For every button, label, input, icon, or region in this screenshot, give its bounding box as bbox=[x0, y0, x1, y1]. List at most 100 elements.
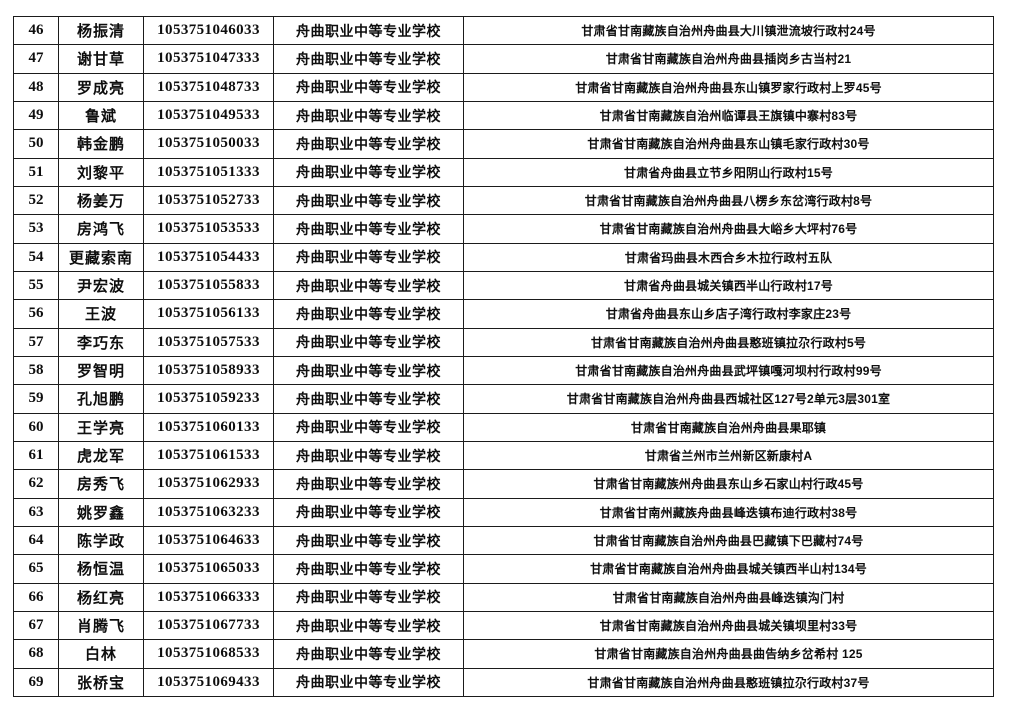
student-name-cell: 罗智明 bbox=[58, 355, 144, 386]
student-name-cell: 韩金鹏 bbox=[58, 129, 144, 159]
row-number-cell: 59 bbox=[13, 384, 59, 414]
school-name-cell: 舟曲职业中等专业学校 bbox=[273, 129, 464, 159]
candidate-id-cell: 1053751069433 bbox=[143, 667, 274, 697]
candidate-id-cell: 1053751046033 bbox=[143, 15, 274, 46]
school-name-cell: 舟曲职业中等专业学校 bbox=[273, 440, 464, 471]
candidate-id-cell: 1053751063233 bbox=[143, 497, 274, 527]
address-cell: 甘肃省甘南藏族自治州舟曲县憨班镇拉尕行政村37号 bbox=[463, 667, 994, 697]
row-number-cell: 46 bbox=[13, 15, 59, 46]
table-row: 62 房秀飞 1053751062933 舟曲职业中等专业学校 甘肃省甘南藏族州舟曲县东… bbox=[13, 469, 994, 499]
address-cell: 甘肃省舟曲县城关镇西半山行政村17号 bbox=[463, 270, 994, 301]
student-name-cell: 更藏索南 bbox=[58, 242, 144, 272]
student-roster-table: 46 杨振清 1053751046033 舟曲职业中等专业学校 甘肃省甘南藏族自治州舟曲… bbox=[13, 15, 994, 697]
candidate-id-cell: 1053751053533 bbox=[143, 214, 274, 244]
student-name-cell: 孔旭鹏 bbox=[58, 384, 144, 414]
school-name-cell: 舟曲职业中等专业学校 bbox=[273, 44, 464, 74]
table-row: 46 杨振清 1053751046033 舟曲职业中等专业学校 甘肃省甘南藏族自治州舟曲… bbox=[13, 15, 994, 46]
address-cell: 甘肃省兰州市兰州新区新康村A bbox=[463, 440, 994, 471]
address-cell: 甘肃省甘南藏族自治州舟曲县西城社区127号2单元3层301室 bbox=[463, 384, 994, 414]
school-name-cell: 舟曲职业中等专业学校 bbox=[273, 554, 464, 584]
table-row: 59 孔旭鹏 1053751059233 舟曲职业中等专业学校 甘肃省甘南藏族自治州舟曲… bbox=[13, 384, 994, 414]
table-row: 66 杨红亮 1053751066333 舟曲职业中等专业学校 甘肃省甘南藏族自治州舟曲… bbox=[13, 582, 994, 612]
student-name-cell: 李巧东 bbox=[58, 327, 144, 357]
school-name-cell: 舟曲职业中等专业学校 bbox=[273, 72, 464, 102]
student-name-cell: 杨姜万 bbox=[58, 185, 144, 216]
row-number-cell: 61 bbox=[13, 440, 59, 471]
school-name-cell: 舟曲职业中等专业学校 bbox=[273, 355, 464, 386]
table-row: 60 王学亮 1053751060133 舟曲职业中等专业学校 甘肃省甘南藏族自治州舟曲… bbox=[13, 412, 994, 442]
table-row: 54 更藏索南 1053751054433 舟曲职业中等专业学校 甘肃省玛曲县木西合乡木… bbox=[13, 242, 994, 272]
address-cell: 甘肃省甘南藏族自治州舟曲县城关镇坝里村33号 bbox=[463, 610, 994, 641]
address-cell: 甘肃省甘南藏族自治州舟曲县东山镇毛家行政村30号 bbox=[463, 129, 994, 159]
table-row: 52 杨姜万 1053751052733 舟曲职业中等专业学校 甘肃省甘南藏族自治州舟曲… bbox=[13, 185, 994, 216]
table-row: 58 罗智明 1053751058933 舟曲职业中等专业学校 甘肃省甘南藏族自治州舟曲… bbox=[13, 355, 994, 386]
address-cell: 甘肃省甘南藏族自治州舟曲县武坪镇嘎河坝村行政村99号 bbox=[463, 355, 994, 386]
row-number-cell: 63 bbox=[13, 497, 59, 527]
student-name-cell: 鲁斌 bbox=[58, 100, 144, 131]
address-cell: 甘肃省甘南藏族州舟曲县东山乡石家山村行政45号 bbox=[463, 469, 994, 499]
row-number-cell: 50 bbox=[13, 129, 59, 159]
candidate-id-cell: 1053751062933 bbox=[143, 469, 274, 499]
school-name-cell: 舟曲职业中等专业学校 bbox=[273, 100, 464, 131]
student-name-cell: 王波 bbox=[58, 299, 144, 329]
row-number-cell: 65 bbox=[13, 554, 59, 584]
school-name-cell: 舟曲职业中等专业学校 bbox=[273, 525, 464, 556]
school-name-cell: 舟曲职业中等专业学校 bbox=[273, 610, 464, 641]
address-cell: 甘肃省甘南藏族自治州舟曲县大川镇泄流坡行政村24号 bbox=[463, 15, 994, 46]
table-row: 48 罗成亮 1053751048733 舟曲职业中等专业学校 甘肃省甘南藏族自治州舟曲… bbox=[13, 72, 994, 102]
address-cell: 甘肃省甘南藏族自治州临谭县王旗镇中寨村83号 bbox=[463, 100, 994, 131]
school-name-cell: 舟曲职业中等专业学校 bbox=[273, 242, 464, 272]
table-row: 64 陈学政 1053751064633 舟曲职业中等专业学校 甘肃省甘南藏族自治州舟曲… bbox=[13, 525, 994, 556]
student-name-cell: 房鸿飞 bbox=[58, 214, 144, 244]
address-cell: 甘肃省甘南藏族自治州舟曲县曲告纳乡岔希村 125 bbox=[463, 639, 994, 669]
school-name-cell: 舟曲职业中等专业学校 bbox=[273, 667, 464, 697]
candidate-id-cell: 1053751055833 bbox=[143, 270, 274, 301]
row-number-cell: 51 bbox=[13, 157, 59, 187]
candidate-id-cell: 1053751060133 bbox=[143, 412, 274, 442]
school-name-cell: 舟曲职业中等专业学校 bbox=[273, 299, 464, 329]
school-name-cell: 舟曲职业中等专业学校 bbox=[273, 412, 464, 442]
student-name-cell: 肖腾飞 bbox=[58, 610, 144, 641]
candidate-id-cell: 1053751059233 bbox=[143, 384, 274, 414]
table-row: 69 张桥宝 1053751069433 舟曲职业中等专业学校 甘肃省甘南藏族自治州舟曲… bbox=[13, 667, 994, 697]
row-number-cell: 57 bbox=[13, 327, 59, 357]
row-number-cell: 66 bbox=[13, 582, 59, 612]
school-name-cell: 舟曲职业中等专业学校 bbox=[273, 639, 464, 669]
row-number-cell: 68 bbox=[13, 639, 59, 669]
candidate-id-cell: 1053751049533 bbox=[143, 100, 274, 131]
school-name-cell: 舟曲职业中等专业学校 bbox=[273, 582, 464, 612]
address-cell: 甘肃省甘南藏族自治州舟曲县插岗乡古当村21 bbox=[463, 44, 994, 74]
candidate-id-cell: 1053751058933 bbox=[143, 355, 274, 386]
table-row: 51 刘黎平 1053751051333 舟曲职业中等专业学校 甘肃省舟曲县立节乡阳阴山… bbox=[13, 157, 994, 187]
candidate-id-cell: 1053751056133 bbox=[143, 299, 274, 329]
student-name-cell: 王学亮 bbox=[58, 412, 144, 442]
student-name-cell: 房秀飞 bbox=[58, 469, 144, 499]
table-row: 47 谢甘草 1053751047333 舟曲职业中等专业学校 甘肃省甘南藏族自治州舟曲… bbox=[13, 44, 994, 74]
student-name-cell: 杨红亮 bbox=[58, 582, 144, 612]
school-name-cell: 舟曲职业中等专业学校 bbox=[273, 497, 464, 527]
candidate-id-cell: 1053751050033 bbox=[143, 129, 274, 159]
student-name-cell: 张桥宝 bbox=[58, 667, 144, 697]
school-name-cell: 舟曲职业中等专业学校 bbox=[273, 157, 464, 187]
candidate-id-cell: 1053751057533 bbox=[143, 327, 274, 357]
school-name-cell: 舟曲职业中等专业学校 bbox=[273, 185, 464, 216]
table-row: 61 虎龙军 1053751061533 舟曲职业中等专业学校 甘肃省兰州市兰州新区新康… bbox=[13, 440, 994, 471]
candidate-id-cell: 1053751052733 bbox=[143, 185, 274, 216]
row-number-cell: 52 bbox=[13, 185, 59, 216]
student-name-cell: 尹宏波 bbox=[58, 270, 144, 301]
row-number-cell: 69 bbox=[13, 667, 59, 697]
address-cell: 甘肃省甘南藏族自治州舟曲县城关镇西半山村134号 bbox=[463, 554, 994, 584]
table-row: 53 房鸿飞 1053751053533 舟曲职业中等专业学校 甘肃省甘南藏族自治州舟曲… bbox=[13, 214, 994, 244]
table-row: 49 鲁斌 1053751049533 舟曲职业中等专业学校 甘肃省甘南藏族自治州临谭县… bbox=[13, 100, 994, 131]
row-number-cell: 55 bbox=[13, 270, 59, 301]
school-name-cell: 舟曲职业中等专业学校 bbox=[273, 214, 464, 244]
table-body: 46 杨振清 1053751046033 舟曲职业中等专业学校 甘肃省甘南藏族自治州舟曲… bbox=[13, 15, 994, 697]
address-cell: 甘肃省玛曲县木西合乡木拉行政村五队 bbox=[463, 242, 994, 272]
table-row: 68 白林 1053751068533 舟曲职业中等专业学校 甘肃省甘南藏族自治州舟曲县… bbox=[13, 639, 994, 669]
row-number-cell: 49 bbox=[13, 100, 59, 131]
table-row: 63 姚罗鑫 1053751063233 舟曲职业中等专业学校 甘肃省甘南州藏族舟曲县峰… bbox=[13, 497, 994, 527]
row-number-cell: 56 bbox=[13, 299, 59, 329]
row-number-cell: 58 bbox=[13, 355, 59, 386]
student-name-cell: 杨恒温 bbox=[58, 554, 144, 584]
